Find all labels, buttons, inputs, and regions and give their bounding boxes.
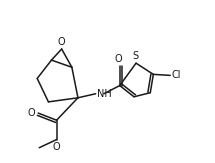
Text: S: S (132, 51, 138, 61)
Text: O: O (28, 108, 35, 118)
Text: NH: NH (97, 89, 112, 99)
Text: O: O (58, 37, 66, 47)
Text: O: O (115, 54, 123, 64)
Text: O: O (53, 142, 60, 152)
Text: Cl: Cl (171, 70, 181, 80)
